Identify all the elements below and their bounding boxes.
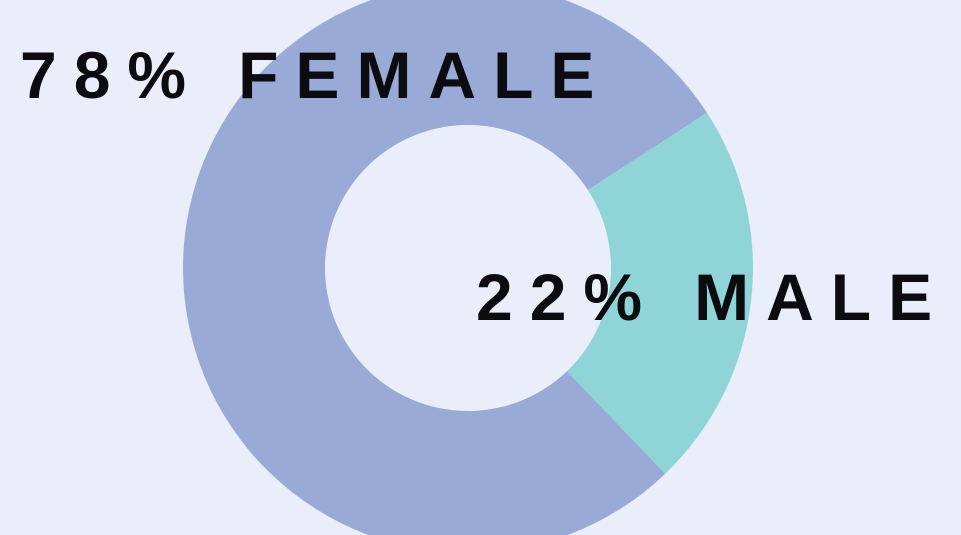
donut-slice [183, 0, 708, 535]
slice-label: 78% FEMALE [20, 38, 611, 112]
donut-slice [566, 112, 754, 474]
value-label: 22% [476, 260, 659, 334]
category-label: MALE [694, 260, 949, 334]
donut [183, 0, 754, 535]
category-label: FEMALE [238, 38, 611, 112]
value-label: 78% [20, 38, 203, 112]
slice-label: 22% MALE [476, 260, 949, 334]
